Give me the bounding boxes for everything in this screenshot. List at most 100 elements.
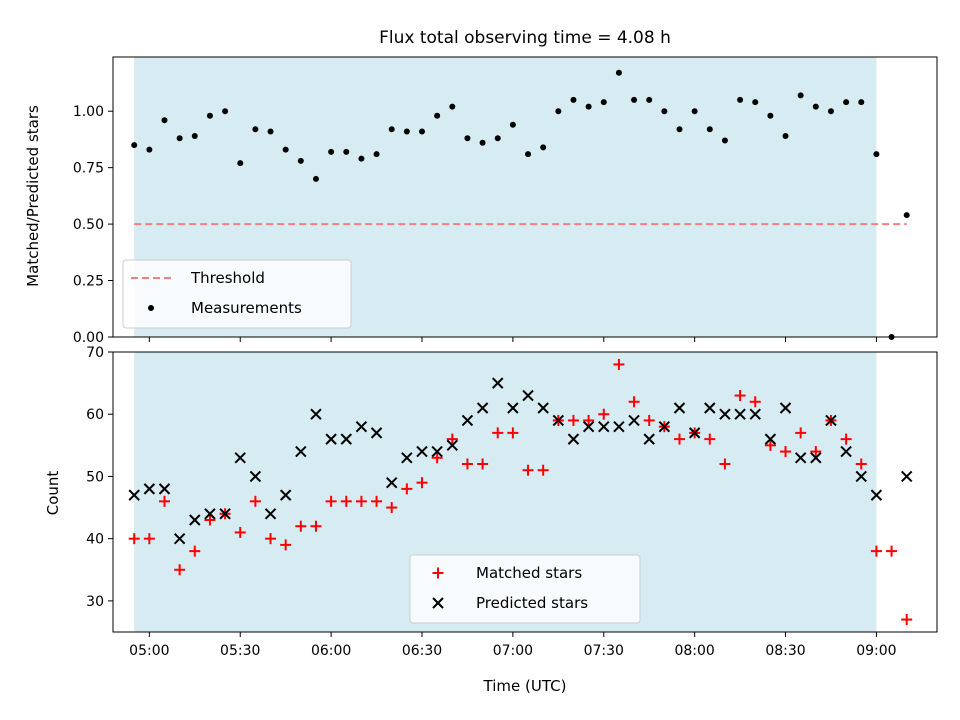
predicted-stars-point-b	[355, 420, 368, 433]
predicted-stars-point-b	[673, 402, 686, 414]
measurements-point	[267, 128, 274, 135]
predicted-stars-point	[704, 402, 716, 414]
predicted-stars-point	[401, 452, 413, 464]
matched-stars-point	[204, 514, 216, 526]
predicted-stars-point	[810, 452, 822, 464]
measurements-point	[343, 148, 350, 155]
matched-stars-point	[840, 433, 852, 445]
predicted-stars-point	[507, 402, 519, 414]
predicted-stars-point-b	[870, 489, 883, 501]
predicted-stars-point	[567, 433, 580, 445]
matched-stars-point	[174, 564, 186, 576]
measurements-point	[646, 96, 653, 103]
predicted-stars-point	[582, 420, 595, 433]
measurements-point	[479, 139, 486, 146]
predicted-stars-point	[158, 483, 171, 495]
measurements-point	[585, 103, 592, 110]
predicted-stars-point-b	[476, 402, 489, 414]
matched-stars-point	[128, 533, 140, 545]
predicted-stars-point	[370, 427, 383, 439]
top-y-tick-label: 0.50	[73, 217, 104, 233]
predicted-stars-point-b	[446, 439, 459, 452]
matched-stars-point	[734, 390, 746, 402]
matched-stars-point	[446, 433, 458, 445]
predicted-stars-point	[279, 489, 292, 501]
bottom-axes-frame	[112, 351, 938, 633]
bottom-legend-label: Matched stars	[476, 564, 582, 582]
measurements-point	[827, 108, 834, 115]
x-tick-label: 08:30	[765, 643, 805, 659]
measurements-point	[615, 69, 622, 76]
matched-stars-point	[719, 458, 731, 470]
bottom-y-tick-label: 50	[86, 469, 104, 485]
matched-stars-point	[598, 408, 610, 420]
measurements-point	[388, 126, 395, 133]
measurements-point	[176, 135, 183, 142]
predicted-stars-point	[446, 439, 459, 452]
matched-stars-point	[340, 495, 352, 507]
predicted-stars-point	[628, 414, 640, 427]
predicted-stars-point	[598, 420, 610, 433]
predicted-stars-point	[264, 508, 277, 520]
predicted-stars-point-b	[522, 389, 534, 402]
measurements-point	[282, 146, 289, 153]
predicted-stars-point	[522, 389, 534, 402]
matched-stars-point	[310, 520, 322, 532]
predicted-stars-point-b	[628, 414, 640, 427]
predicted-stars-point	[249, 470, 262, 483]
chart-title: Flux total observing time = 4.08 h	[379, 28, 671, 48]
top-y-tick-label: 0.00	[73, 330, 104, 346]
predicted-stars-point-b	[492, 377, 504, 389]
matched-stars-point	[325, 495, 337, 507]
predicted-stars-point	[900, 470, 913, 483]
x-tick-label: 07:30	[584, 643, 624, 659]
predicted-stars-point-b	[158, 483, 171, 495]
measurements-point	[146, 146, 153, 153]
matched-stars-point	[249, 495, 261, 507]
x-tick-label: 09:00	[856, 643, 896, 659]
predicted-stars-point-b	[658, 420, 671, 433]
predicted-stars-point-b	[719, 408, 731, 420]
measurements-point	[797, 92, 804, 99]
measurements-point	[191, 133, 198, 140]
measurements-point	[691, 108, 698, 115]
measurements-point	[525, 151, 532, 158]
predicted-stars-point-b	[779, 402, 792, 414]
measurements-point	[373, 151, 380, 158]
matched-stars-point	[386, 502, 398, 514]
measurements-point	[903, 212, 910, 219]
predicted-stars-point	[537, 402, 549, 414]
predicted-stars-point-b	[794, 452, 807, 464]
predicted-stars-point-b	[143, 483, 156, 495]
matched-stars-point	[295, 520, 307, 532]
matched-stars-point	[189, 545, 201, 557]
predicted-stars-point-b	[810, 452, 822, 464]
matched-stars-point	[431, 452, 443, 464]
legend-measurements-handle	[148, 305, 154, 311]
predicted-stars-point-b	[567, 433, 580, 445]
predicted-stars-point-b	[128, 489, 140, 501]
top-axes-frame	[112, 56, 938, 338]
predicted-stars-point	[189, 514, 201, 526]
measurements-point	[206, 112, 213, 119]
predicted-stars-point-b	[598, 420, 610, 433]
measurements-point	[312, 175, 319, 182]
matched-stars-point	[901, 614, 913, 626]
x-tick-label: 05:00	[129, 643, 169, 659]
x-tick-label: 06:30	[402, 643, 442, 659]
predicted-stars-point	[340, 433, 352, 445]
matched-stars-point	[492, 427, 504, 439]
bottom-y-tick-label: 70	[86, 345, 104, 361]
predicted-stars-point-b	[552, 414, 565, 427]
predicted-stars-point	[310, 408, 322, 420]
predicted-stars-point-b	[310, 408, 322, 420]
x-tick-label: 05:30	[220, 643, 260, 659]
top-y-tick-label: 1.00	[73, 104, 104, 120]
measurements-point	[873, 151, 880, 158]
bottom-y-tick-label: 60	[86, 407, 104, 423]
predicted-stars-point	[643, 433, 655, 445]
predicted-stars-point-b	[234, 452, 246, 464]
matched-stars-point	[371, 495, 383, 507]
matched-stars-point	[613, 358, 625, 370]
predicted-stars-point-b	[431, 445, 443, 458]
